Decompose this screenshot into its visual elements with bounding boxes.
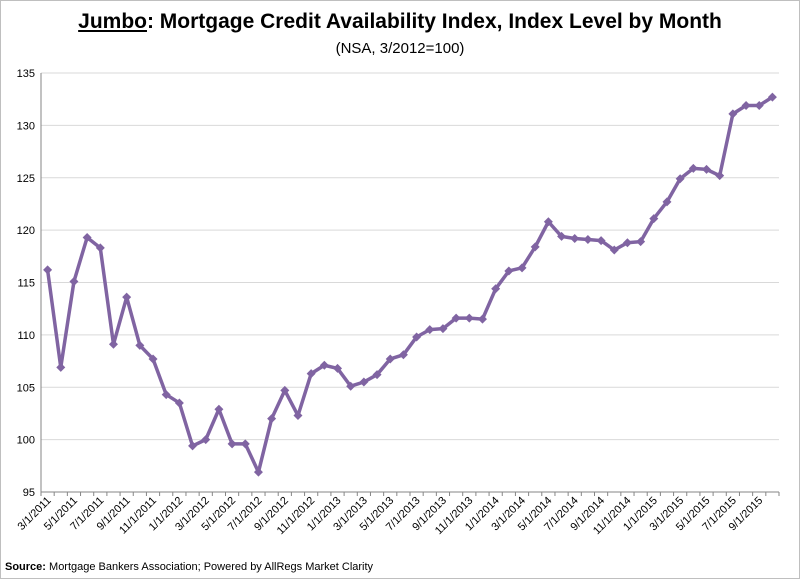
- y-tick-label-95: 95: [23, 487, 35, 499]
- data-point: [702, 164, 712, 174]
- data-point: [596, 236, 606, 246]
- data-point: [214, 404, 224, 414]
- data-point: [649, 214, 659, 224]
- data-point: [504, 266, 514, 276]
- data-point: [517, 263, 527, 273]
- data-point: [543, 217, 553, 227]
- y-tick-label-120: 120: [17, 225, 35, 237]
- data-point: [319, 360, 329, 370]
- data-point: [69, 276, 79, 286]
- data-point: [108, 339, 118, 349]
- data-point: [412, 332, 422, 342]
- data-point: [188, 441, 198, 451]
- data-point: [609, 245, 619, 255]
- data-point: [43, 265, 53, 275]
- y-tick-label-115: 115: [17, 278, 35, 290]
- data-point: [346, 381, 356, 391]
- data-point: [636, 237, 646, 247]
- data-point: [398, 350, 408, 360]
- data-point: [557, 231, 567, 241]
- data-point: [438, 324, 448, 334]
- data-point: [56, 362, 66, 372]
- data-point: [174, 398, 184, 408]
- data-point: [201, 435, 211, 445]
- chart-title-rest: : Mortgage Credit Availability Index, In…: [146, 10, 722, 33]
- data-point: [662, 197, 672, 207]
- data-point: [491, 284, 501, 294]
- chart-title-underlined: Jumbo: [78, 10, 147, 33]
- data-point: [122, 292, 132, 302]
- data-point: [570, 234, 580, 244]
- data-point: [451, 313, 461, 323]
- data-point: [240, 439, 250, 449]
- data-point: [359, 377, 369, 387]
- data-point: [161, 390, 171, 400]
- data-point: [227, 439, 237, 449]
- data-point: [464, 313, 474, 323]
- y-tick-label-130: 130: [17, 120, 35, 132]
- data-point: [253, 467, 263, 477]
- data-point: [372, 370, 382, 380]
- data-point: [306, 369, 316, 379]
- data-point: [293, 411, 303, 421]
- data-point: [767, 92, 777, 102]
- source-label: Source:: [5, 561, 46, 573]
- data-point: [754, 100, 764, 110]
- data-point: [715, 171, 725, 181]
- y-tick-label-135: 135: [17, 68, 35, 80]
- data-point: [280, 385, 290, 395]
- data-point: [477, 314, 487, 324]
- data-point: [675, 174, 685, 184]
- data-point: [688, 163, 698, 173]
- data-point: [148, 354, 158, 364]
- source-note: Source: Mortgage Bankers Association; Po…: [5, 561, 373, 573]
- data-point: [333, 363, 343, 373]
- data-point: [622, 238, 632, 248]
- data-point: [728, 109, 738, 119]
- data-point: [425, 325, 435, 335]
- data-point: [530, 242, 540, 252]
- y-tick-label-105: 105: [17, 382, 35, 394]
- data-point: [741, 100, 751, 110]
- data-point: [95, 243, 105, 253]
- series-line: [45, 95, 774, 474]
- data-point: [583, 235, 593, 245]
- chart-subtitle: (NSA, 3/2012=100): [335, 40, 465, 57]
- data-point: [267, 414, 277, 424]
- y-tick-label-100: 100: [17, 435, 35, 447]
- y-tick-label-110: 110: [17, 330, 35, 342]
- data-point: [82, 232, 92, 242]
- y-tick-label-125: 125: [17, 173, 35, 185]
- data-point: [385, 354, 395, 364]
- chart-title: Jumbo: Mortgage Credit Availability Inde…: [0, 10, 800, 34]
- source-text: Mortgage Bankers Association; Powered by…: [45, 561, 374, 573]
- data-point: [135, 340, 145, 350]
